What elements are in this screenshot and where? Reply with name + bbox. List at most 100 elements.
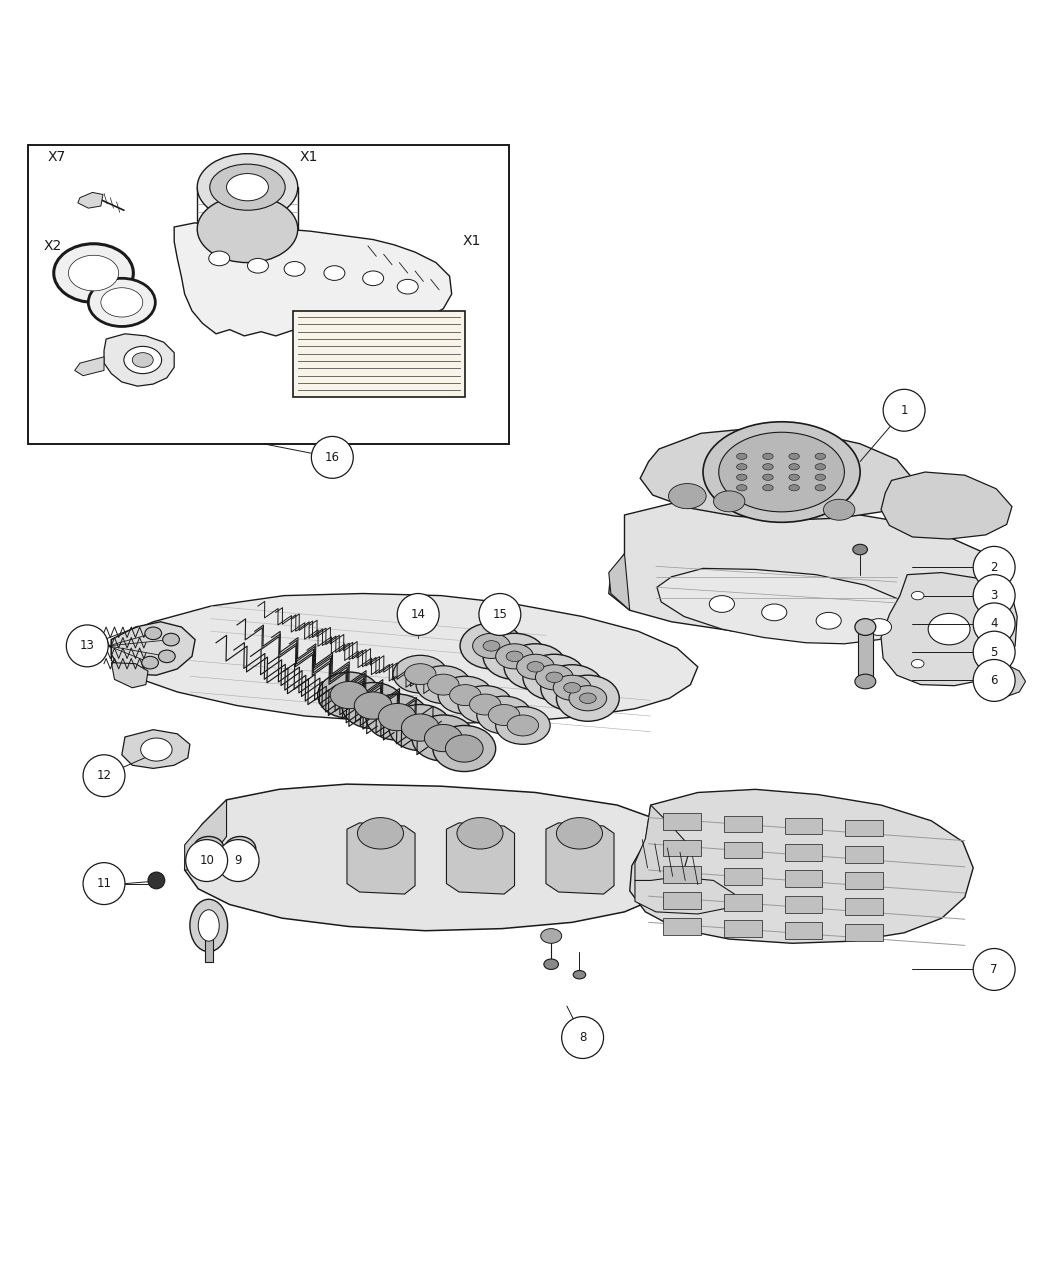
Ellipse shape xyxy=(225,836,256,862)
Ellipse shape xyxy=(762,484,773,491)
Ellipse shape xyxy=(145,627,162,640)
Ellipse shape xyxy=(980,597,992,606)
Polygon shape xyxy=(75,357,104,376)
Ellipse shape xyxy=(928,613,970,645)
Ellipse shape xyxy=(458,686,512,723)
Bar xyxy=(27,145,509,444)
Circle shape xyxy=(973,575,1015,617)
Ellipse shape xyxy=(445,734,483,762)
Text: 11: 11 xyxy=(97,877,111,890)
Ellipse shape xyxy=(163,634,180,646)
Text: 13: 13 xyxy=(80,639,94,653)
Text: 9: 9 xyxy=(234,854,242,867)
Text: 12: 12 xyxy=(97,769,111,783)
Ellipse shape xyxy=(141,738,172,761)
Ellipse shape xyxy=(789,484,799,491)
Circle shape xyxy=(973,949,1015,991)
Circle shape xyxy=(83,863,125,904)
Bar xyxy=(723,842,761,858)
Text: 7: 7 xyxy=(990,963,998,975)
Ellipse shape xyxy=(736,474,747,481)
Bar xyxy=(293,311,465,397)
Ellipse shape xyxy=(318,672,380,718)
Polygon shape xyxy=(111,622,195,676)
Ellipse shape xyxy=(866,618,891,635)
Circle shape xyxy=(217,840,259,881)
Ellipse shape xyxy=(911,592,924,599)
Text: 8: 8 xyxy=(579,1031,586,1044)
Ellipse shape xyxy=(412,715,475,761)
Text: 5: 5 xyxy=(990,645,998,659)
Ellipse shape xyxy=(789,453,799,459)
Ellipse shape xyxy=(198,910,219,941)
Text: 4: 4 xyxy=(990,617,998,630)
Ellipse shape xyxy=(330,681,367,709)
Ellipse shape xyxy=(541,928,562,944)
Ellipse shape xyxy=(736,453,747,459)
Bar xyxy=(664,892,701,909)
Ellipse shape xyxy=(477,696,531,734)
Ellipse shape xyxy=(719,432,844,511)
Ellipse shape xyxy=(210,164,286,210)
Bar xyxy=(784,870,822,886)
Bar xyxy=(664,866,701,882)
Ellipse shape xyxy=(427,674,459,695)
Circle shape xyxy=(66,625,108,667)
Ellipse shape xyxy=(365,694,428,739)
Ellipse shape xyxy=(54,244,133,302)
Polygon shape xyxy=(174,223,452,335)
Ellipse shape xyxy=(990,664,1003,673)
Text: 6: 6 xyxy=(990,674,998,687)
Bar xyxy=(205,926,213,963)
Ellipse shape xyxy=(378,704,416,731)
Ellipse shape xyxy=(124,347,162,374)
Ellipse shape xyxy=(142,657,159,669)
Polygon shape xyxy=(609,553,630,611)
Ellipse shape xyxy=(424,724,462,752)
Text: X7: X7 xyxy=(47,150,66,164)
Bar xyxy=(845,899,883,915)
Circle shape xyxy=(973,659,1015,701)
Ellipse shape xyxy=(404,664,436,685)
Ellipse shape xyxy=(815,474,825,481)
Ellipse shape xyxy=(357,817,403,849)
Circle shape xyxy=(973,547,1015,588)
Ellipse shape xyxy=(546,672,563,682)
Ellipse shape xyxy=(536,664,573,690)
Text: 15: 15 xyxy=(492,608,507,621)
Ellipse shape xyxy=(416,666,470,704)
Ellipse shape xyxy=(823,500,855,520)
Ellipse shape xyxy=(789,464,799,470)
Ellipse shape xyxy=(433,725,496,771)
Circle shape xyxy=(397,594,439,635)
Bar xyxy=(664,813,701,830)
Ellipse shape xyxy=(556,817,603,849)
Ellipse shape xyxy=(469,694,501,715)
Ellipse shape xyxy=(483,634,546,680)
Ellipse shape xyxy=(132,353,153,367)
Ellipse shape xyxy=(460,623,523,669)
Polygon shape xyxy=(111,594,698,723)
Text: 2: 2 xyxy=(990,561,998,574)
Bar xyxy=(845,820,883,836)
Ellipse shape xyxy=(397,279,418,295)
Polygon shape xyxy=(635,805,691,881)
Bar xyxy=(664,840,701,857)
Text: 3: 3 xyxy=(990,589,998,602)
Ellipse shape xyxy=(815,453,825,459)
Ellipse shape xyxy=(815,484,825,491)
Ellipse shape xyxy=(553,676,591,700)
Ellipse shape xyxy=(762,453,773,459)
Ellipse shape xyxy=(483,640,500,652)
Bar xyxy=(784,922,822,940)
Bar xyxy=(858,623,873,681)
Ellipse shape xyxy=(362,272,383,286)
Polygon shape xyxy=(78,193,103,208)
Polygon shape xyxy=(630,789,973,944)
Polygon shape xyxy=(978,664,1026,697)
Polygon shape xyxy=(657,569,912,644)
Ellipse shape xyxy=(401,714,439,741)
Ellipse shape xyxy=(190,899,228,951)
Ellipse shape xyxy=(324,265,344,280)
Text: 16: 16 xyxy=(324,451,340,464)
